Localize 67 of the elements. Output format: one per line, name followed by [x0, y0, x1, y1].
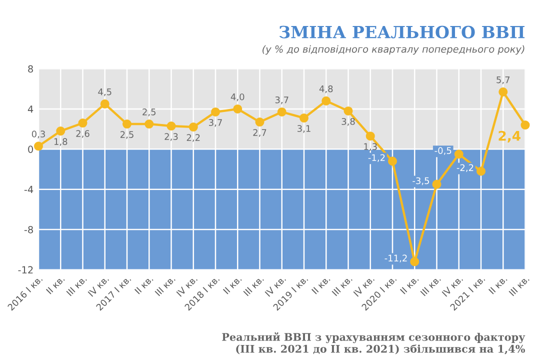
point [210, 107, 220, 116]
point [34, 142, 44, 151]
text: 3,1 [298, 125, 310, 133]
text: 2,6 [76, 130, 90, 138]
point [56, 126, 66, 136]
x-tick-label: III кв. [66, 275, 87, 296]
x-tick-label: II кв. [312, 275, 330, 294]
chart-title: ЗМІНА РЕАЛЬНОГО ВВП [279, 26, 524, 38]
text: -11,2 [384, 254, 407, 262]
text: 2,5 [120, 131, 134, 139]
point [144, 120, 154, 129]
point [432, 180, 442, 189]
x-tick-label: II кв. [223, 275, 242, 294]
text: 1,3 [364, 143, 377, 151]
y-tick-label: 8 [28, 65, 33, 73]
x-tick-label: II кв. [46, 275, 65, 294]
point [344, 106, 353, 116]
text: 2,5 [142, 108, 156, 116]
text: 3,7 [275, 96, 288, 104]
point [100, 99, 110, 108]
x-tick-label: III кв. [332, 275, 352, 296]
point [498, 87, 508, 96]
x-tick-label: II кв. [488, 275, 508, 294]
point [255, 118, 264, 127]
point [410, 257, 420, 266]
x-tick-label: II кв. [400, 275, 419, 294]
point [388, 156, 398, 166]
point [233, 104, 242, 114]
text: -3,5 [412, 177, 430, 186]
y-tick-label: -12 [18, 266, 33, 274]
point [78, 118, 88, 128]
point [277, 107, 286, 116]
text: -2,2 [456, 164, 474, 172]
text: 2,4 [498, 130, 520, 142]
text: 3,7 [209, 119, 222, 127]
point [476, 166, 486, 176]
text: 2,7 [253, 129, 266, 137]
text: 1,8 [54, 138, 68, 146]
chart-subtitle: (у % до відповідного кварталу попереднього року) [262, 45, 524, 55]
x-tick-label: III кв. [420, 275, 441, 296]
point [188, 122, 198, 132]
point [454, 150, 464, 159]
text: -0,5 [434, 147, 452, 155]
point [166, 122, 176, 131]
y-tick-label: 4 [28, 106, 34, 113]
text: 3,8 [342, 118, 355, 126]
y-tick-label: 0 [28, 146, 33, 153]
y-tick-label: -8 [24, 226, 33, 234]
text: 4,5 [98, 88, 112, 96]
point [299, 113, 309, 123]
text: 2,3 [164, 133, 178, 141]
x-tick-label: III кв. [243, 275, 264, 296]
text: 5,7 [496, 76, 510, 84]
text: 4,0 [230, 93, 244, 102]
point [520, 120, 530, 130]
point [322, 96, 331, 106]
text: 2,2 [186, 134, 200, 142]
x-tick-label: III кв. [508, 275, 530, 296]
x-tick-label: II кв. [134, 275, 154, 294]
text: 4,8 [319, 85, 333, 94]
point [366, 132, 375, 141]
text: -1,2 [368, 154, 385, 162]
text: Реальний ВВП з урахуванням сезонного фактору (III кв. 2021 до II кв. 2021) збільшився на 1,4% [222, 332, 526, 354]
y-tick-label: -4 [24, 186, 34, 194]
text: 0,3 [32, 130, 45, 138]
point [122, 120, 132, 129]
x-tick-label: III кв. [154, 275, 176, 296]
